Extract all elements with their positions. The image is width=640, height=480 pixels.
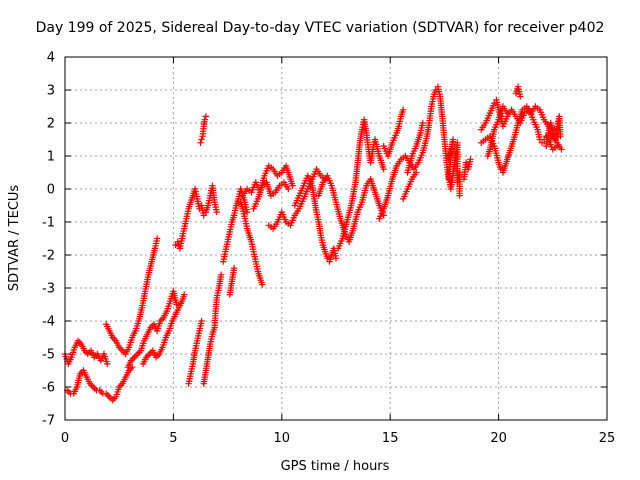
plot-frame [64,56,608,421]
data-point [172,241,179,249]
data-point [213,208,220,216]
data-point [217,271,225,278]
data-point [321,175,329,183]
data-point [259,281,266,288]
y-axis-label: SDTVAR / TECUs [7,185,22,292]
data-point [538,139,546,146]
y-tick-label: 4 [47,51,55,66]
data-point [285,185,292,193]
y-tick-label: 1 [47,150,55,165]
data-points [61,83,565,404]
x-tick-label: 25 [599,431,616,446]
y-tick-label: -5 [42,348,55,363]
y-tick-label: -6 [42,381,55,396]
y-tick-label: -2 [42,249,55,264]
data-point [517,93,524,100]
y-tick-label: 0 [47,183,55,198]
x-axis-label: GPS time / hours [281,459,390,474]
data-point [197,139,204,146]
data-point [504,109,511,117]
x-tick-label: 0 [61,431,69,446]
chart-title: Day 199 of 2025, Sidereal Day-to-day VTE… [36,20,605,36]
data-point [456,192,463,199]
data-point [400,106,407,113]
data-point [419,119,426,127]
axis-ticks: 0 5 10 15 20 25 -7 -6 -5 -4 -3 -2 -1 0 1 2 3 4 [42,51,615,447]
x-tick-label: 10 [274,431,291,446]
y-tick-label: -1 [42,216,55,231]
data-point [198,136,205,143]
data-point [104,360,111,368]
y-tick-label: 2 [47,117,55,132]
y-tick-label: 3 [47,84,55,99]
data-point [198,317,205,325]
data-point [173,301,180,308]
data-point [243,208,251,216]
data-point [289,182,296,189]
data-point [230,265,238,272]
y-tick-label: -4 [42,315,55,330]
data-point [413,169,420,176]
data-point [153,235,161,242]
data-point [380,166,387,173]
data-point [558,146,565,153]
data-point [553,142,561,150]
data-point [200,212,207,219]
y-tick-label: -3 [42,282,55,297]
data-point [202,113,210,120]
data-point [324,255,331,262]
x-tick-label: 15 [382,431,399,446]
y-tick-label: -7 [42,414,55,429]
data-point [332,255,340,262]
data-point [497,166,504,173]
x-tick-label: 20 [490,431,507,446]
data-point [201,116,209,123]
data-point [467,156,474,163]
data-point [181,291,188,298]
x-tick-label: 5 [169,431,177,446]
